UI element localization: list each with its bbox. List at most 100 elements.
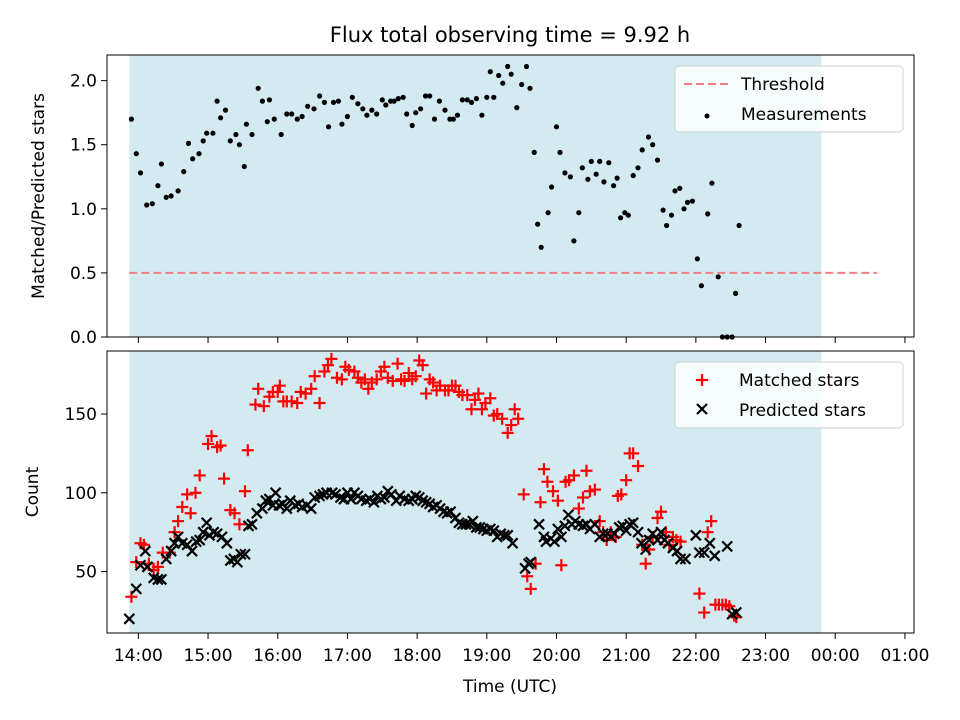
matched-star-point (398, 374, 411, 387)
matched-star-point (228, 507, 241, 520)
predicted-star-point (506, 537, 519, 549)
predicted-star-point (632, 526, 644, 538)
matched-star-point (517, 488, 530, 501)
predicted-star-point (409, 490, 422, 502)
measurement-point (204, 130, 210, 136)
predicted-star-point (246, 518, 258, 531)
top-y-axis-label: Matched/Predicted stars (29, 93, 49, 299)
matched-star-point (241, 444, 254, 457)
legend-threshold-label: Threshold (740, 75, 825, 95)
matched-star-point (551, 494, 564, 507)
matched-star-point (572, 502, 585, 515)
measurement-point (200, 138, 206, 144)
measurement-point (326, 124, 332, 130)
matched-star-point (541, 475, 554, 488)
measurement-point (567, 174, 574, 180)
predicted-star-point (269, 487, 282, 499)
measurement-point (413, 110, 419, 116)
measurement-point (672, 188, 678, 194)
matched-star-point (651, 511, 664, 524)
measurement-point (557, 149, 563, 155)
matched-star-point (291, 396, 304, 409)
matched-star-point (151, 560, 164, 573)
measurement-point (321, 99, 327, 105)
measurement-point (218, 115, 224, 121)
measurement-point (694, 256, 700, 262)
legend-predicted-x-icon (696, 403, 708, 415)
measurement-point (185, 140, 192, 146)
matched-star-point (475, 403, 488, 416)
matched-star-point (627, 447, 640, 460)
measurement-point (654, 157, 661, 163)
predicted-star-point (548, 535, 561, 548)
predicted-star-point (460, 518, 472, 531)
x-tick-label: 18:00 (393, 646, 442, 666)
measurement-point (330, 99, 337, 105)
predicted-star-point (141, 561, 154, 573)
x-axis-label: Time (UTC) (462, 677, 557, 697)
predicted-star-point (487, 524, 500, 537)
measurement-point (698, 283, 705, 289)
measurement-point (464, 97, 470, 103)
measurement-point (479, 112, 485, 118)
x-tick-label: 21:00 (602, 646, 651, 666)
measurement-point (597, 158, 603, 164)
matched-star-point (567, 469, 580, 482)
predicted-star-point (589, 518, 601, 531)
top-plot-frame (106, 54, 915, 338)
matched-star-point (321, 359, 334, 372)
measurement-point (144, 202, 150, 208)
measurement-point (294, 116, 300, 122)
measurement-point (278, 131, 284, 138)
matched-star-point (233, 518, 246, 531)
predicted-star-point (256, 502, 269, 515)
matched-star-point (427, 376, 440, 389)
measurement-point (630, 172, 636, 179)
measurement-point (508, 71, 514, 77)
legend-matched-label: Matched stars (739, 371, 859, 391)
legend-measurements-dot-icon (704, 113, 710, 119)
measurement-point (149, 201, 155, 207)
predicted-star-point (305, 502, 317, 515)
predicted-star-point (165, 545, 177, 557)
predicted-star-point (123, 613, 136, 625)
matched-star-point (580, 464, 593, 477)
matched-star-point (588, 483, 601, 496)
predicted-star-point (334, 491, 347, 504)
matched-star-point (189, 486, 202, 499)
matched-star-point (402, 367, 415, 380)
matched-star-point (273, 379, 286, 392)
measurement-point (523, 63, 530, 70)
matched-star-point (593, 515, 606, 528)
predicted-star-point (690, 529, 702, 542)
matched-star-point (465, 403, 478, 416)
measurement-point (514, 105, 520, 111)
predicted-star-point (242, 520, 255, 532)
measurement-point (553, 124, 560, 130)
measurement-point (601, 179, 607, 185)
matched-star-point (420, 387, 433, 400)
predicted-star-point (639, 543, 652, 556)
measurement-point (733, 290, 739, 296)
measurement-point (409, 122, 415, 129)
matched-star-point (193, 469, 206, 482)
predicted-star-point (730, 606, 743, 619)
measurement-point (705, 211, 711, 217)
measurement-point (395, 96, 401, 102)
matched-star-point (358, 373, 371, 386)
bottom-legend: Matched stars Predicted stars (674, 361, 904, 429)
measurement-point (241, 163, 247, 170)
matched-star-point (285, 395, 298, 408)
measurement-point (527, 85, 533, 91)
bottom-y-axis-label: Count (23, 466, 43, 517)
matched-star-point (547, 485, 560, 498)
measurement-point (364, 112, 370, 118)
measurement-point (436, 98, 442, 104)
measurement-point (404, 111, 410, 117)
predicted-star-point (524, 556, 537, 568)
measurement-point (549, 184, 555, 190)
measurement-point (344, 113, 350, 120)
measurement-point (442, 107, 448, 113)
predicted-star-point (597, 527, 609, 540)
